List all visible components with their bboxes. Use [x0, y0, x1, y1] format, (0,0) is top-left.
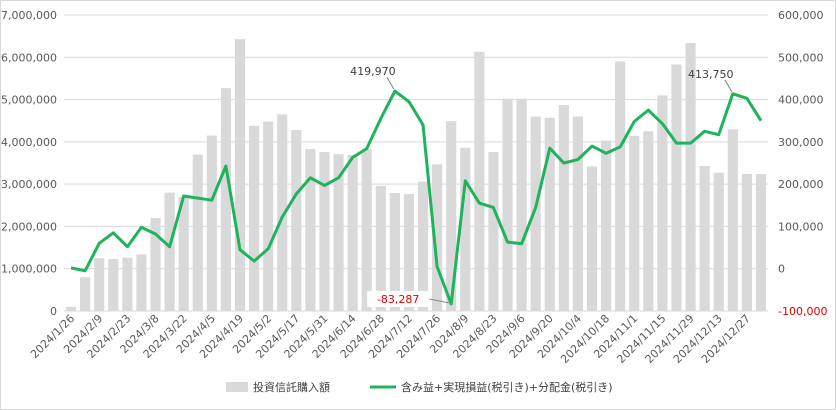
- y-left-tick-label: 0: [50, 305, 57, 318]
- bar: [333, 154, 344, 311]
- bar: [741, 173, 752, 311]
- legend: 投資信託購入額 含み益+実現損益(税引き)+分配金(税引き): [226, 380, 613, 394]
- bar: [629, 135, 640, 311]
- bar: [643, 131, 654, 311]
- left-axis-ticks: 0 1,000,000 2,000,000 3,000,000 4,000,000 5,0…: [1, 9, 57, 318]
- bar: [713, 172, 724, 311]
- y-right-tick-label: -100,000: [778, 305, 827, 318]
- bar: [389, 193, 400, 311]
- bar: [192, 154, 203, 311]
- bar: [65, 306, 77, 311]
- bar: [277, 114, 288, 311]
- y-right-tick-label: 300,000: [778, 136, 824, 149]
- bar: [657, 95, 668, 311]
- bar: [558, 105, 569, 311]
- bar: [305, 149, 316, 311]
- bar: [319, 152, 330, 311]
- bar: [94, 258, 105, 311]
- bar: [502, 98, 513, 312]
- bar: [249, 125, 260, 311]
- y-left-tick-label: 4,000,000: [1, 136, 57, 149]
- line-series: [70, 89, 763, 306]
- y-right-tick-label: 0: [778, 263, 785, 276]
- bar: [220, 88, 231, 311]
- annotation-leader: [429, 298, 450, 304]
- bar: [122, 257, 133, 311]
- bar: [108, 258, 119, 311]
- annotation-label: -83,287: [377, 293, 419, 306]
- y-left-tick-label: 1,000,000: [1, 263, 57, 276]
- bar: [488, 152, 499, 311]
- line-series-group: [70, 89, 763, 306]
- y-left-tick-label: 2,000,000: [1, 220, 57, 233]
- annotation-label: 413,750: [688, 68, 734, 81]
- bar: [516, 98, 527, 312]
- bar: [530, 116, 541, 311]
- bar: [150, 217, 161, 311]
- bar: [178, 196, 189, 311]
- bar: [601, 140, 612, 311]
- annotation-leader: [386, 76, 395, 90]
- bar: [136, 254, 147, 311]
- bar: [671, 64, 682, 311]
- annotation-label: 419,970: [350, 65, 396, 78]
- bar: [234, 39, 246, 312]
- bar: [544, 117, 555, 311]
- legend-label-bar: 投資信託購入額: [253, 380, 330, 394]
- y-left-tick-label: 6,000,000: [1, 51, 57, 64]
- bar: [347, 154, 358, 311]
- bar: [263, 121, 274, 311]
- y-left-tick-label: 3,000,000: [1, 178, 57, 191]
- right-axis-ticks: -100,000 0 100,000 200,000 300,000 400,000 500…: [778, 9, 827, 318]
- bar: [291, 130, 302, 311]
- bar: [699, 165, 710, 311]
- y-right-tick-label: 200,000: [778, 178, 824, 191]
- bar: [80, 277, 91, 311]
- x-axis-ticks: 2024/1/262024/2/92024/2/232024/3/82024/3…: [28, 312, 753, 366]
- annotation-bg: [367, 290, 430, 307]
- bar: [572, 116, 583, 311]
- bar: [755, 173, 767, 311]
- y-right-tick-label: 400,000: [778, 94, 824, 107]
- bar-series-group: [65, 39, 767, 312]
- bar: [206, 135, 217, 311]
- legend-swatch-bar: [226, 382, 248, 392]
- bar: [685, 42, 696, 312]
- bar: [460, 147, 471, 311]
- y-right-tick-label: 500,000: [778, 51, 824, 64]
- legend-label-line: 含み益+実現損益(税引き)+分配金(税引き): [401, 380, 613, 394]
- bar: [727, 129, 738, 311]
- bar: [615, 61, 626, 312]
- bar: [361, 149, 372, 311]
- bar: [164, 192, 175, 311]
- bar: [586, 166, 598, 311]
- bar: [403, 193, 415, 311]
- y-right-tick-label: 100,000: [778, 220, 824, 233]
- y-right-tick-label: 600,000: [778, 9, 824, 22]
- y-left-tick-label: 5,000,000: [1, 94, 57, 107]
- annotations: 419,970 -83,287 413,750: [350, 65, 734, 307]
- y-left-tick-label: 7,000,000: [1, 9, 57, 22]
- annotation-leader: [724, 79, 733, 93]
- bar: [432, 164, 443, 311]
- bar: [446, 121, 457, 311]
- bar: [474, 51, 485, 311]
- bar: [417, 181, 429, 311]
- bar: [375, 185, 386, 311]
